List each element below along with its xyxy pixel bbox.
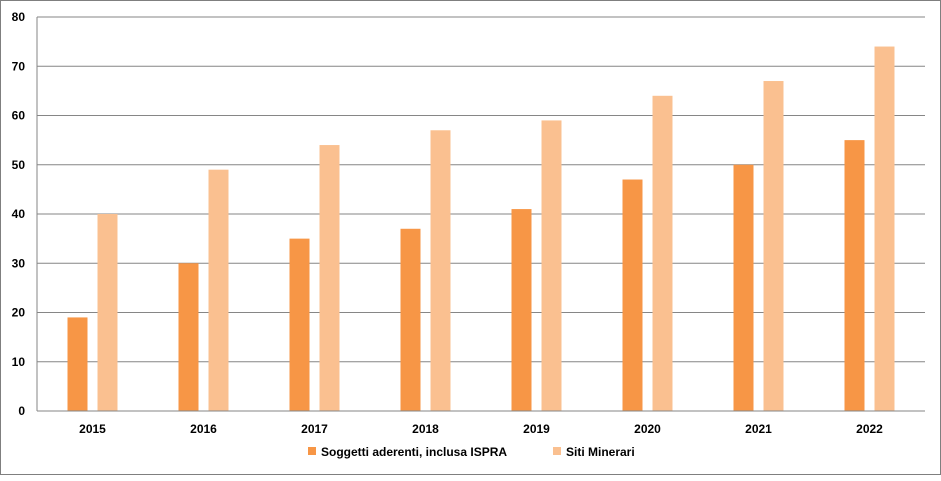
bar-2016-series-2 bbox=[208, 169, 229, 411]
legend-label-series-1: Soggetti aderenti, inclusa ISPRA bbox=[321, 445, 507, 459]
bar-2015-series-1 bbox=[67, 317, 88, 411]
bar-2022-series-2 bbox=[874, 46, 895, 412]
bar-2018-series-1 bbox=[400, 228, 421, 411]
y-tick-label: 10 bbox=[12, 355, 26, 369]
bar-2020-series-1 bbox=[622, 179, 643, 411]
legend-label-series-2: Siti Minerari bbox=[566, 445, 635, 459]
bar-2017-series-2 bbox=[319, 145, 340, 412]
bar-2016-series-1 bbox=[178, 263, 199, 411]
y-tick-label: 50 bbox=[12, 158, 26, 172]
x-tick-label: 2022 bbox=[856, 422, 883, 436]
y-tick-label: 70 bbox=[12, 59, 26, 73]
legend-swatch-series-1 bbox=[308, 447, 316, 455]
legend-swatch-series-2 bbox=[553, 447, 561, 455]
bar-2017-series-1 bbox=[289, 238, 310, 411]
x-tick-label: 2016 bbox=[190, 422, 217, 436]
x-tick-label: 2018 bbox=[412, 422, 439, 436]
y-tick-label: 80 bbox=[12, 10, 26, 24]
bar-2019-series-1 bbox=[511, 209, 532, 411]
x-tick-label: 2019 bbox=[523, 422, 550, 436]
y-tick-label: 40 bbox=[12, 207, 26, 221]
bar-2021-series-2 bbox=[763, 81, 784, 412]
x-tick-label: 2021 bbox=[745, 422, 772, 436]
bar-2021-series-1 bbox=[733, 164, 754, 411]
y-tick-label: 60 bbox=[12, 109, 26, 123]
bar-2018-series-2 bbox=[430, 130, 451, 411]
x-tick-label: 2015 bbox=[79, 422, 106, 436]
bar-2019-series-2 bbox=[541, 120, 562, 412]
y-tick-label: 20 bbox=[12, 306, 26, 320]
bar-2015-series-2 bbox=[97, 214, 118, 411]
y-tick-label: 30 bbox=[12, 256, 26, 270]
x-tick-label: 2020 bbox=[634, 422, 661, 436]
x-tick-label: 2017 bbox=[301, 422, 328, 436]
y-tick-label: 0 bbox=[18, 404, 25, 418]
bar-2020-series-2 bbox=[652, 95, 673, 412]
bar-2022-series-1 bbox=[844, 140, 865, 411]
